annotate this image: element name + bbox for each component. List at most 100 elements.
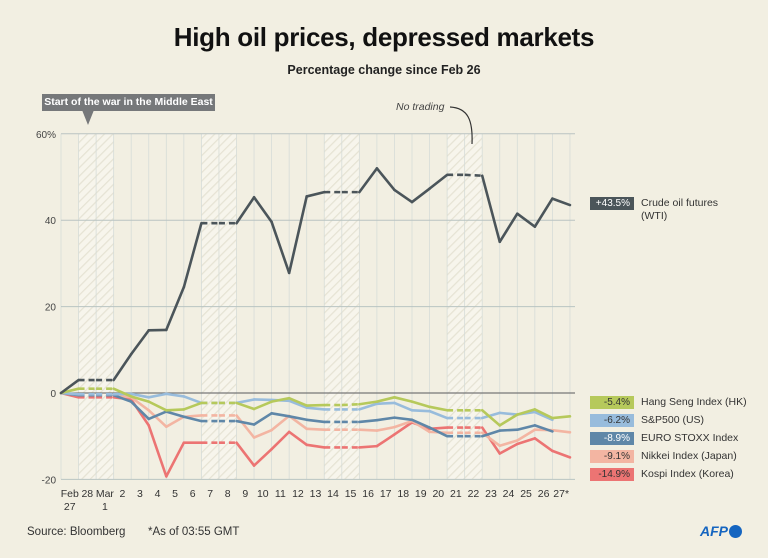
line-segment [410, 418, 431, 429]
x-tick-label: 26 [538, 488, 550, 500]
line-segment [393, 421, 414, 436]
line-segment [358, 444, 379, 449]
line-segment [235, 401, 256, 411]
line-segment [165, 408, 186, 412]
line-segment [480, 411, 502, 420]
line-segment [287, 396, 309, 407]
line-segment [252, 447, 273, 467]
line-segment [410, 187, 431, 204]
x-tick-label: 20 [432, 488, 444, 500]
x-tick-label: 6 [190, 488, 196, 500]
series-euro-stoxx-index [59, 391, 554, 438]
line-segment [147, 408, 168, 428]
line-segment [515, 424, 537, 432]
x-tick-label: 2 [120, 488, 126, 500]
x-tick-label: 11 [275, 488, 286, 500]
line-segment [410, 419, 431, 434]
legend-value-badge: -5.4% [590, 396, 634, 409]
x-tick-label: 9 [242, 488, 248, 500]
line-segment [375, 433, 396, 448]
line-segment [182, 395, 203, 405]
x-tick-label: 27* [553, 488, 569, 500]
line-segment [235, 196, 256, 225]
chart-title: High oil prices, depressed markets [173, 22, 595, 52]
line-segment [375, 416, 396, 422]
line-segment [270, 414, 291, 432]
line-segment [358, 402, 379, 411]
no-trading-annotation: No trading [396, 101, 445, 113]
line-segment [305, 418, 326, 424]
x-tick-label: 25 [520, 488, 532, 500]
line-segment [375, 425, 396, 432]
line-segment [551, 428, 572, 434]
line-segment [129, 395, 151, 403]
x-tick-label: 8 [225, 488, 231, 500]
line-segment [515, 408, 537, 416]
war-start-callout: Start of the war in the Middle East [42, 94, 215, 111]
line-segment [375, 396, 396, 403]
line-segment [480, 174, 502, 244]
line-segment [287, 415, 309, 422]
line-segment [182, 401, 203, 411]
legend-item: -5.4% Hang Seng Index (HK) [590, 396, 747, 409]
time-note: *As of 03:55 GMT [148, 526, 240, 538]
callout-pointer [82, 110, 94, 125]
line-segment [358, 400, 379, 406]
y-tick-label: 60% [36, 130, 56, 141]
x-tick-label: 18 [397, 488, 409, 500]
line-segment [270, 412, 291, 418]
afp-logo: AFP [700, 523, 742, 539]
x-tick-label: 10 [257, 488, 269, 500]
line-segment [129, 392, 151, 399]
x-tick-label: 28 [81, 488, 93, 500]
line-segment [287, 195, 309, 275]
x-tick-label: 14 [327, 488, 339, 500]
line-segment-no-trading [464, 173, 483, 178]
x-tick-label: 17 [380, 488, 392, 500]
x-tick-label: 16 [362, 488, 374, 500]
line-segment [305, 427, 326, 432]
source-note: Source: Bloomberg [27, 526, 126, 538]
line-segment [428, 426, 449, 438]
line-segment [165, 392, 186, 398]
no-trading-arrow [449, 106, 473, 145]
line-segment [147, 392, 168, 399]
line-segment [358, 418, 379, 424]
legend-label: Hang Seng Index (HK) [641, 396, 747, 408]
line-segment [270, 396, 291, 403]
line-segment [147, 400, 168, 412]
series-hang-seng-index-hk- [59, 387, 572, 427]
line-segment [59, 378, 80, 395]
line-segment [498, 439, 519, 448]
legend-item: -9.1% Nikkei Index (Japan) [590, 450, 737, 463]
line-segment [533, 410, 554, 422]
line-segment [498, 411, 519, 416]
line-segment [235, 441, 256, 467]
line-segment [270, 430, 291, 451]
x-tick-label: 19 [415, 488, 427, 500]
series-crude-oil-futures-wti- [59, 167, 572, 395]
line-segment [533, 197, 554, 228]
line-segment [393, 416, 414, 422]
legend-item: -14.9% Kospi Index (Korea) [590, 468, 734, 481]
line-segment [112, 387, 133, 398]
line-segment [270, 220, 291, 275]
line-segment [235, 414, 256, 439]
x-tick-label: Feb [61, 488, 79, 500]
x-tick-label: 22 [468, 488, 480, 500]
line-segment [252, 196, 273, 224]
line-segment [182, 221, 203, 289]
line-segment [410, 408, 431, 413]
line-segment [498, 428, 519, 432]
line-segment [498, 413, 519, 427]
line-segment [112, 352, 133, 382]
y-tick-label: 20 [45, 303, 57, 314]
x-tick-label: 15 [345, 488, 357, 500]
line-segment [393, 419, 414, 429]
line-segment [252, 400, 273, 411]
line-segment [252, 428, 273, 439]
line-segment [165, 410, 186, 419]
line-segment [533, 424, 554, 433]
line-segment [428, 409, 449, 420]
line-segment [375, 167, 396, 192]
